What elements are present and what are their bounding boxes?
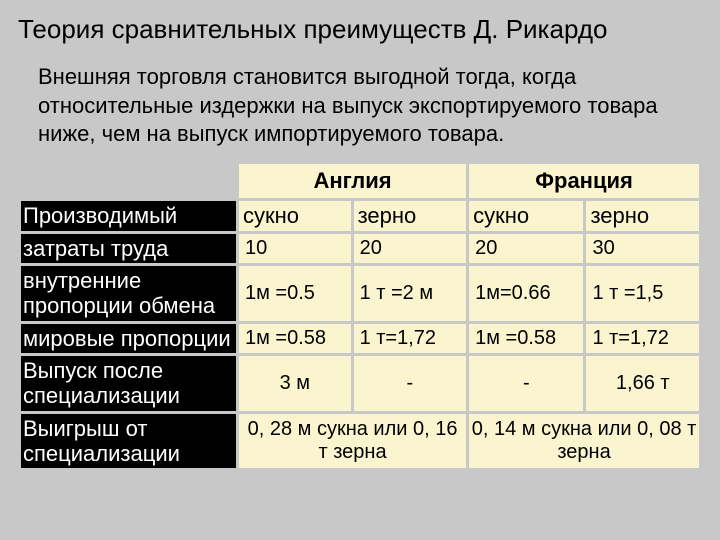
- row-label-internal: внутренние пропорции обмена: [21, 266, 236, 321]
- internal-eng-grain: 1 т =2 м: [354, 266, 467, 321]
- gain-england: 0, 28 м сукна или 0, 16 т зерна: [239, 414, 466, 469]
- gain-row: Выигрыш от специализации 0, 28 м сукна и…: [21, 414, 699, 469]
- output-eng-grain: -: [354, 356, 467, 411]
- output-row: Выпуск после специализации 3 м - - 1,66 …: [21, 356, 699, 411]
- comparison-table: Англия Франция Производимый сукно зерно …: [18, 161, 702, 471]
- header-france: Франция: [469, 164, 699, 198]
- internal-fra-cloth: 1м=0.66: [469, 266, 583, 321]
- labor-row: затраты труда 10 20 20 30: [21, 234, 699, 263]
- row-label-produced: Производимый: [21, 201, 236, 231]
- fra-cloth-label: сукно: [469, 201, 583, 231]
- labor-eng-grain: 20: [354, 234, 467, 263]
- eng-grain-label: зерно: [354, 201, 467, 231]
- header-england: Англия: [239, 164, 466, 198]
- slide-subtitle: Внешняя торговля становится выгодной тог…: [38, 63, 692, 149]
- world-row: мировые пропорции 1м =0.58 1 т=1,72 1м =…: [21, 324, 699, 353]
- row-label-world: мировые пропорции: [21, 324, 236, 353]
- world-fra-grain: 1 т=1,72: [586, 324, 699, 353]
- gain-france: 0, 14 м сукна или 0, 08 т зерна: [469, 414, 699, 469]
- slide-title: Теория сравнительных преимуществ Д. Рика…: [18, 14, 702, 45]
- country-header-row: Англия Франция: [21, 164, 699, 198]
- row-label-labor: затраты труда: [21, 234, 236, 263]
- eng-cloth-label: сукно: [239, 201, 351, 231]
- world-fra-cloth: 1м =0.58: [469, 324, 583, 353]
- row-label-gain: Выигрыш от специализации: [21, 414, 236, 469]
- fra-grain-label: зерно: [586, 201, 699, 231]
- labor-eng-cloth: 10: [239, 234, 351, 263]
- goods-row: Производимый сукно зерно сукно зерно: [21, 201, 699, 231]
- labor-fra-cloth: 20: [469, 234, 583, 263]
- labor-fra-grain: 30: [586, 234, 699, 263]
- internal-eng-cloth: 1м =0.5: [239, 266, 351, 321]
- output-fra-grain: 1,66 т: [586, 356, 699, 411]
- output-fra-cloth: -: [469, 356, 583, 411]
- internal-row: внутренние пропорции обмена 1м =0.5 1 т …: [21, 266, 699, 321]
- output-eng-cloth: 3 м: [239, 356, 351, 411]
- world-eng-cloth: 1м =0.58: [239, 324, 351, 353]
- row-label-output: Выпуск после специализации: [21, 356, 236, 411]
- world-eng-grain: 1 т=1,72: [354, 324, 467, 353]
- internal-fra-grain: 1 т =1,5: [586, 266, 699, 321]
